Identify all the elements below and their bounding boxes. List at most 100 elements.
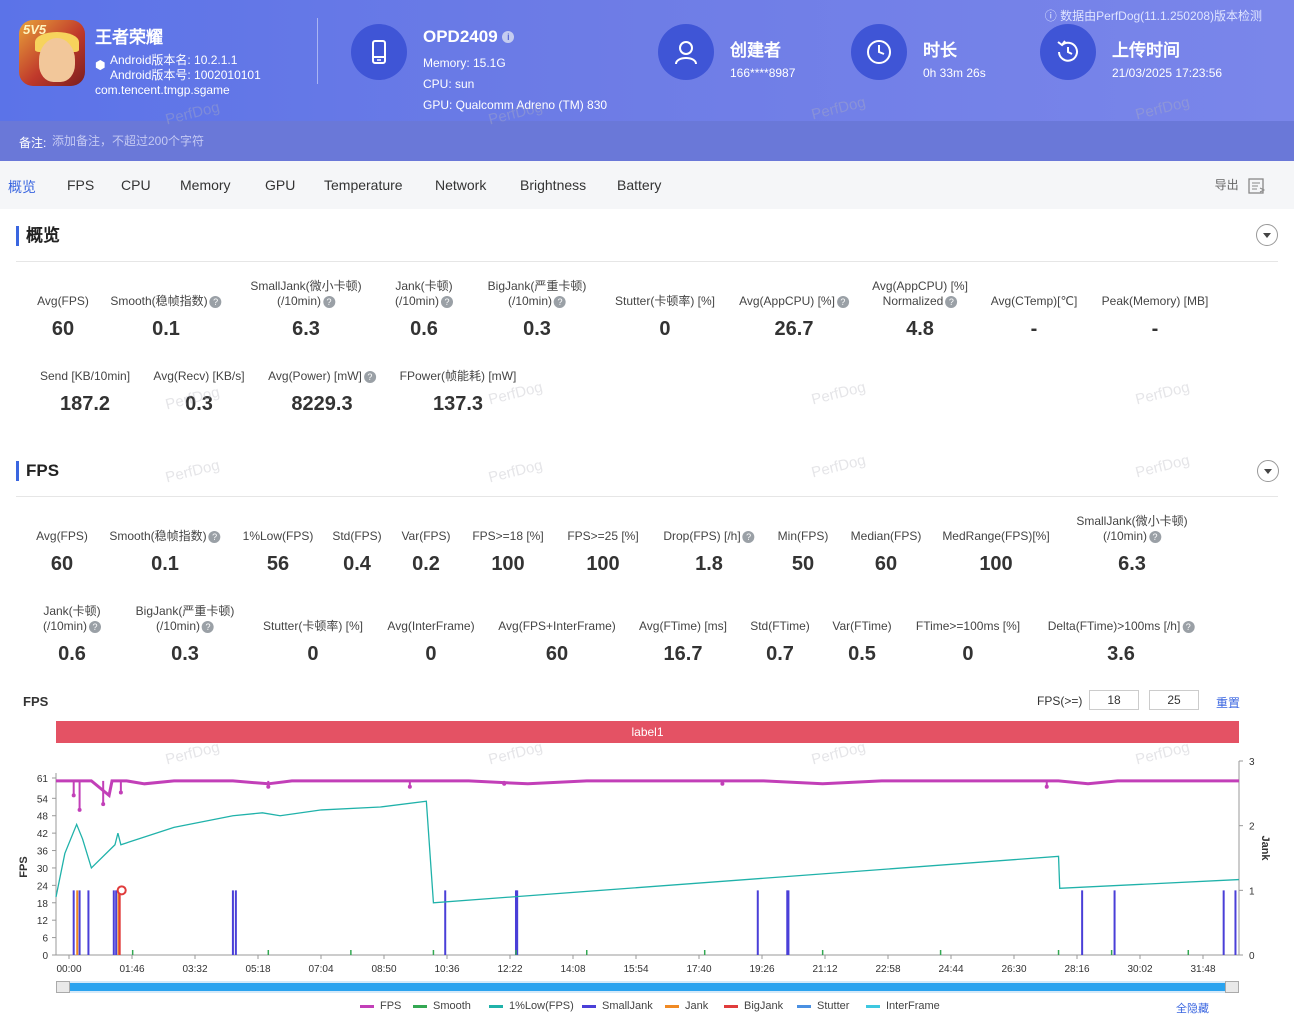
watermark-text: PerfDog	[486, 456, 545, 487]
hide-all-button[interactable]: 全隐藏	[1176, 1003, 1209, 1015]
y2-tick-label: 1	[1249, 886, 1255, 897]
help-icon[interactable]: ?	[945, 296, 958, 308]
export-button[interactable]: 导出	[1215, 176, 1266, 194]
legend-item[interactable]: Stutter	[797, 1000, 849, 1012]
help-icon[interactable]: ?	[836, 296, 849, 308]
tab-memory[interactable]: Memory	[180, 177, 231, 193]
device-info-icon[interactable]: i	[502, 31, 515, 43]
y-tick-label: 54	[37, 794, 49, 805]
y-tick-label: 18	[37, 899, 49, 910]
scrollbar-handle-left[interactable]	[56, 981, 70, 993]
tab-overview[interactable]: 概览	[8, 179, 36, 195]
metric-label: Avg(AppCPU) [%]	[872, 279, 968, 293]
legend-swatch	[866, 1004, 880, 1008]
legend-item[interactable]: BigJank	[724, 1000, 783, 1012]
x-tick-label: 24:44	[938, 964, 963, 975]
x-tick-label: 10:36	[434, 964, 459, 975]
help-icon[interactable]: ?	[202, 621, 214, 633]
device-name: OPD2409 i	[423, 27, 515, 47]
metric-label: Delta(FTime)>100ms [/h]?	[1048, 619, 1195, 634]
tab-brightness[interactable]: Brightness	[520, 177, 587, 193]
help-icon[interactable]: ?	[323, 296, 336, 308]
help-icon[interactable]: ?	[742, 531, 755, 543]
legend-swatch	[665, 1004, 679, 1008]
metric-label-line2: Normalized?	[872, 294, 968, 309]
note-input[interactable]	[52, 130, 452, 152]
reset-button[interactable]: 重置	[1216, 696, 1241, 710]
tab-cpu[interactable]: CPU	[121, 177, 151, 193]
help-icon[interactable]: ?	[208, 531, 221, 543]
overview-title: 概览	[16, 226, 60, 246]
x-tick-label: 07:04	[308, 964, 333, 975]
legend-item[interactable]: FPS	[360, 1000, 401, 1012]
tab-gpu[interactable]: GPU	[265, 177, 296, 193]
metric-label: Avg(AppCPU) [%]?	[739, 294, 849, 309]
label-bar[interactable]: label1	[56, 721, 1239, 743]
upload-value: 21/03/2025 17:23:56	[1112, 66, 1223, 80]
fps-drop-point	[720, 781, 725, 786]
android-version-name: Android版本名: 10.2.1.1	[110, 53, 238, 67]
x-tick-label: 14:08	[560, 964, 585, 975]
phone-icon	[351, 24, 407, 80]
help-icon[interactable]: ?	[1182, 621, 1195, 633]
app-icon-face	[39, 38, 75, 82]
legend-item[interactable]: Smooth	[413, 1000, 471, 1012]
tab-battery[interactable]: Battery	[617, 177, 662, 193]
metric-min-fps: Min(FPS) 50	[778, 529, 829, 576]
metric-avg-ftime-ms: Avg(FTime) [ms] 16.7	[639, 619, 727, 666]
legend-item[interactable]: Jank	[665, 1000, 708, 1012]
duration-value: 0h 33m 26s	[923, 66, 986, 80]
metric-avg-recv-kb-s: Avg(Recv) [KB/s] 0.3	[153, 369, 244, 416]
metric-value: 0.5	[848, 643, 876, 665]
tab-fps[interactable]: FPS	[67, 177, 95, 193]
android-icon: ⬢	[95, 58, 106, 72]
clock-icon	[851, 24, 907, 80]
metric-value: 16.7	[663, 643, 703, 665]
metric-label: Avg(Power) [mW]?	[268, 369, 376, 384]
metric-value: 0	[659, 318, 671, 340]
help-icon[interactable]: ?	[554, 296, 566, 308]
help-icon[interactable]: ?	[441, 296, 454, 308]
note-label: 备注:	[19, 136, 47, 150]
legend-item[interactable]: InterFrame	[866, 1000, 940, 1012]
legend-swatch	[489, 1004, 503, 1008]
metric-value: 60	[545, 643, 569, 665]
metric-smalljank: SmallJank(微小卡顿) (/10min)? 6.3	[1076, 514, 1187, 576]
export-icon	[1248, 178, 1266, 194]
metric-label: Avg(FTime) [ms]	[638, 619, 728, 633]
metric-label: FTime>=100ms [%]	[915, 619, 1021, 633]
help-icon[interactable]: ?	[1149, 531, 1162, 543]
x-tick-label: 31:48	[1190, 964, 1215, 975]
legend-item[interactable]: SmallJank	[582, 1000, 653, 1012]
legend-swatch	[582, 1004, 596, 1008]
fps-drop-point	[502, 781, 507, 786]
fps-threshold-input-1[interactable]	[1089, 690, 1139, 710]
history-icon	[1040, 24, 1096, 80]
time-range-scrollbar[interactable]	[56, 981, 1239, 993]
fps-threshold-input-2[interactable]	[1149, 690, 1199, 710]
y-tick-label: 61	[37, 774, 49, 785]
metric-value: 0.2	[412, 553, 440, 575]
duration-title: 时长	[923, 41, 957, 60]
data-source-text: 数据由PerfDog(11.1.250208)版本检测	[1060, 9, 1262, 23]
overview-collapse-button[interactable]	[1256, 224, 1278, 246]
metric-label: Avg(CTemp)[℃]	[990, 294, 1078, 308]
android-version-code: Android版本号: 1002010101	[110, 68, 261, 82]
legend-label: Jank	[685, 1000, 709, 1012]
metric-label: Stutter(卡顿率) [%]	[262, 619, 364, 633]
legend-label: Stutter	[817, 1000, 850, 1012]
help-icon[interactable]: ?	[89, 621, 102, 633]
metric-smooth: Smooth(稳帧指数)? 0.1	[110, 294, 222, 341]
scrollbar-handle-right[interactable]	[1225, 981, 1239, 993]
legend-item[interactable]: 1%Low(FPS)	[489, 1000, 574, 1012]
fps-collapse-button[interactable]	[1257, 460, 1279, 482]
overview-divider	[16, 261, 1278, 262]
tab-network[interactable]: Network	[435, 177, 487, 193]
metric-label: Stutter(卡顿率) [%]	[614, 294, 716, 308]
help-icon[interactable]: ?	[209, 296, 222, 308]
legend-swatch	[413, 1004, 427, 1008]
metric-value: 100	[586, 553, 620, 575]
help-icon[interactable]: ?	[363, 371, 376, 383]
tab-temperature[interactable]: Temperature	[324, 177, 403, 193]
